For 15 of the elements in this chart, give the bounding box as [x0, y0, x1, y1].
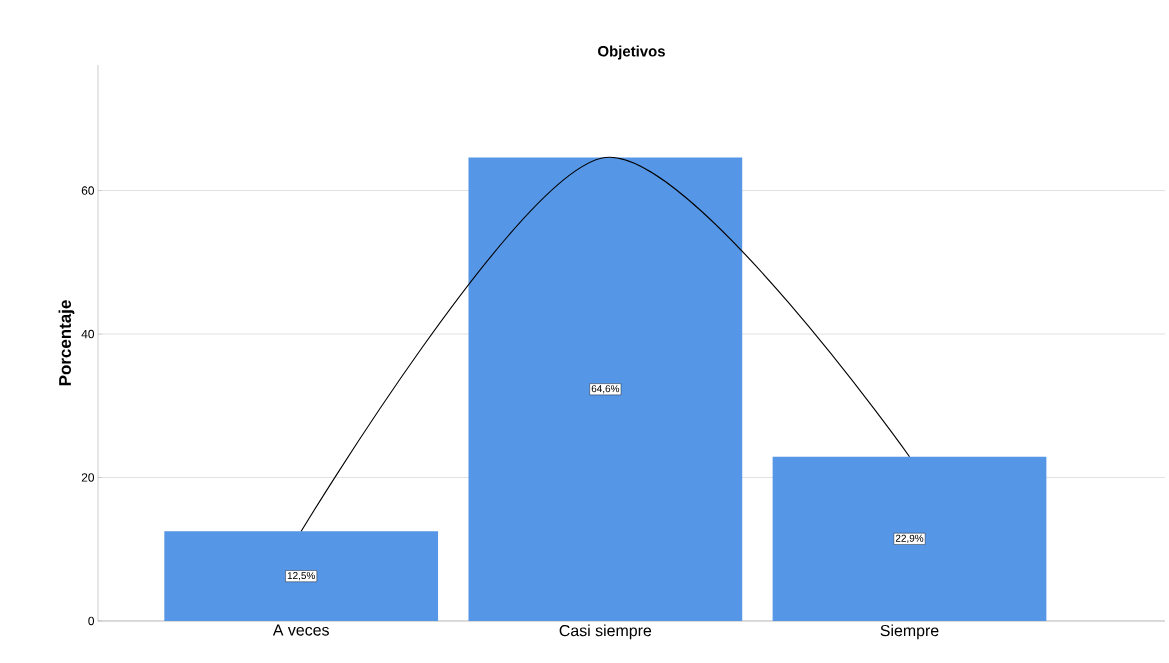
data-label: 64,6% [591, 385, 620, 394]
y-tick-label: 20 [81, 473, 95, 482]
data-label: 12,5% [287, 572, 315, 581]
y-tick-label: 60 [81, 186, 95, 195]
x-tick-label: Siempre [880, 624, 939, 640]
y-axis-title: Porcentaje [58, 300, 75, 386]
chart-title: Objetivos [598, 45, 665, 60]
bar [772, 456, 1047, 621]
y-tick-label: 40 [81, 329, 95, 339]
bar [468, 157, 743, 621]
x-tick-label: Casi siempre [559, 624, 652, 640]
y-tick-label: 0 [88, 616, 95, 626]
data-label: 22,9% [895, 534, 924, 543]
x-tick-label: A veces [272, 624, 329, 636]
bar [164, 531, 439, 621]
